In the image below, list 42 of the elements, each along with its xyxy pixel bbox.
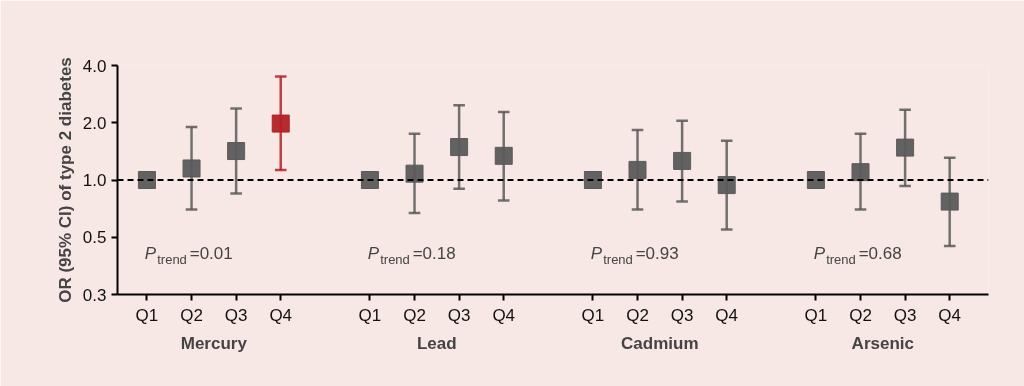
- text: Lead: [416, 333, 457, 353]
- point: [405, 164, 424, 183]
- point: [717, 176, 736, 195]
- x-tick-label: Q3: [893, 305, 917, 325]
- y-tick-label: 2.0: [82, 113, 107, 133]
- x-tick-label: Q1: [135, 305, 159, 325]
- y-tick-label: 0.3: [82, 285, 107, 305]
- y-tick-label: 0.5: [82, 228, 107, 248]
- point: [494, 146, 513, 165]
- point: [137, 171, 156, 189]
- point: [940, 192, 959, 211]
- y-axis-title: OR (95% CI) of type 2 diabetes: [55, 57, 75, 303]
- y-tick-label: 1.0: [82, 171, 107, 190]
- x-tick-label: Q3: [224, 305, 248, 325]
- x-tick-label: Q2: [626, 305, 649, 325]
- y-tick-label: 4.0: [82, 56, 107, 76]
- x-tick-label: Q1: [804, 305, 828, 325]
- text: Cadmium: [621, 333, 699, 353]
- point: [583, 171, 602, 189]
- point: [450, 138, 469, 157]
- x-tick-label: Q4: [492, 305, 516, 325]
- point: [673, 151, 692, 170]
- point: [271, 114, 290, 133]
- point: [182, 159, 201, 178]
- point: [628, 160, 647, 179]
- point: [227, 142, 246, 161]
- point: [806, 171, 825, 189]
- point: [896, 138, 915, 157]
- x-tick-label: Q4: [269, 305, 293, 325]
- text: Arsenic: [851, 333, 914, 353]
- x-tick-label: Q2: [403, 305, 426, 325]
- x-tick-label: Q2: [849, 305, 872, 325]
- x-tick-label: Q4: [938, 305, 962, 325]
- point: [360, 171, 379, 189]
- point: [851, 163, 870, 182]
- x-tick-label: Q1: [581, 305, 605, 325]
- x-tick-label: Q3: [447, 305, 471, 325]
- x-tick-label: Q3: [670, 305, 694, 325]
- text: Mercury: [180, 333, 248, 353]
- x-tick-label: Q4: [715, 305, 739, 325]
- x-tick-label: Q2: [180, 305, 203, 325]
- x-tick-label: Q1: [358, 305, 382, 325]
